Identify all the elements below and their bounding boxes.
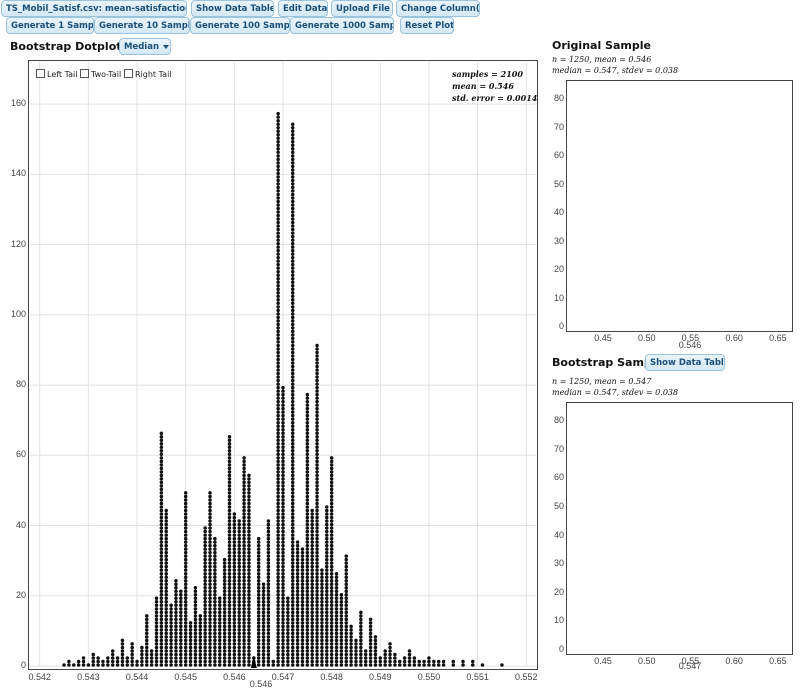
bootstrap-y-tick-label: 160 [10, 98, 26, 109]
bootstrap-y-tick-label: 20 [15, 589, 26, 600]
bootstrap-x-tick-label: 0.544 [125, 672, 149, 682]
bootstrap-sample-y-tick-label: 60 [553, 472, 564, 483]
generate-10-samples-button[interactable]: Generate 10 Samples [94, 17, 190, 34]
statistic-select[interactable]: Median [119, 38, 171, 55]
bootstrap-sample-y-tick-label: 0 [558, 644, 564, 654]
right-tail-label: Right Tail [135, 70, 172, 79]
reset-plot-button[interactable]: Reset Plot [400, 17, 454, 34]
bootstrap-y-tick-label: 120 [10, 238, 26, 249]
original-y-tick-label: 40 [553, 207, 564, 218]
two-tail-label: Two-Tail [91, 70, 122, 79]
stat-mean: mean = 0.546 [452, 81, 514, 91]
bootstrap-sample-x-tick-label: 0.45 [594, 656, 612, 666]
bootstrap-marker-label: 0.546 [249, 679, 273, 689]
bootstrap-x-tick-label: 0.547 [271, 672, 295, 682]
bootstrap-sample-marker-label: 0.547 [678, 661, 702, 671]
upload-file-button[interactable]: Upload File [331, 0, 393, 17]
generate-100-samples-button[interactable]: Generate 100 Samples [190, 17, 290, 34]
generate-1000-samples-button[interactable]: Generate 1000 Samples [290, 17, 394, 34]
bootstrap-sample-y-tick-label: 50 [553, 500, 564, 511]
bootstrap-sample-y-tick-label: 40 [553, 529, 564, 540]
right-tail-checkbox[interactable]: Right Tail [124, 69, 172, 79]
dataset-select[interactable]: TS_Mobil_Satisf.csv: mean-satisfaction-a… [1, 0, 187, 17]
checkbox-box [36, 69, 45, 78]
bootstrap-sample-plot-area [566, 402, 793, 655]
chevron-down-icon [163, 44, 170, 49]
bootstrap-dotplot-title: Bootstrap Dotplot of [10, 40, 138, 53]
bootstrap-x-tick-label: 0.549 [369, 672, 392, 682]
bootstrap-y-tick-label: 60 [15, 449, 26, 460]
bootstrap-sample-x-tick-label: 0.60 [725, 656, 743, 666]
bootstrap-x-tick-label: 0.545 [174, 672, 197, 682]
bootstrap-sample-x-tick-label: 0.65 [769, 656, 787, 666]
bootstrap-plot-area [28, 60, 538, 670]
original-x-tick-label: 0.50 [637, 333, 656, 343]
edit-data-button[interactable]: Edit Data [278, 0, 328, 17]
bootstrap-x-tick-label: 0.546 [223, 672, 246, 682]
change-columns-button[interactable]: Change Column(s) [396, 0, 480, 17]
checkbox-box [124, 69, 133, 78]
original-y-tick-label: 10 [553, 292, 564, 303]
bootstrap-y-tick-label: 80 [15, 379, 26, 390]
bootstrap-x-tick-label: 0.543 [77, 672, 100, 682]
original-y-tick-label: 80 [553, 93, 564, 104]
bootstrap-sample-y-tick-label: 20 [553, 586, 564, 597]
original-y-tick-label: 60 [553, 150, 564, 161]
original-x-tick-label: 0.45 [594, 333, 612, 343]
original-x-tick-label: 0.55 [681, 333, 700, 343]
stat-samples: samples = 2100 [452, 69, 523, 79]
original-sample-title: Original Sample [552, 39, 651, 52]
bootstrap-y-tick-label: 100 [10, 308, 26, 319]
two-tail-checkbox[interactable]: Two-Tail [80, 69, 121, 79]
bootstrap-y-tick-label: 140 [10, 168, 26, 179]
statistic-label: Median [124, 42, 160, 52]
bootstrap-show-data-table-button[interactable]: Show Data Table [645, 354, 725, 371]
original-marker-label: 0.546 [678, 340, 702, 350]
stat-std-error: std. error = 0.0014 [452, 93, 538, 103]
original-y-tick-label: 20 [553, 264, 564, 275]
original-y-tick-label: 0 [558, 321, 564, 331]
original-x-tick-label: 0.60 [725, 333, 743, 343]
bootstrap-x-tick-label: 0.548 [320, 672, 343, 682]
original-y-tick-label: 50 [553, 178, 564, 189]
generate-1-sample-button[interactable]: Generate 1 Sample [6, 17, 94, 34]
bootstrap-x-tick-label: 0.552 [515, 672, 538, 682]
bootstrap-y-tick-label: 0 [20, 660, 26, 670]
bootstrap-sample-x-tick-label: 0.55 [681, 656, 700, 666]
bootstrap-sample-x-tick-label: 0.50 [637, 656, 656, 666]
bootstrap-sample-stats-line2: median = 0.547, stdev = 0.038 [552, 388, 679, 397]
bootstrap-sample-y-tick-label: 10 [553, 615, 564, 626]
bootstrap-sample-y-tick-label: 30 [553, 558, 564, 569]
original-stats-line2: median = 0.547, stdev = 0.038 [552, 66, 679, 75]
original-stats-line1: n = 1250, mean = 0.546 [552, 55, 652, 64]
bootstrap-sample-y-tick-label: 70 [553, 443, 564, 454]
bootstrap-sample-stats-line1: n = 1250, mean = 0.547 [552, 377, 652, 386]
show-data-table-button[interactable]: Show Data Table [191, 0, 274, 17]
original-y-tick-label: 30 [553, 235, 564, 246]
bootstrap-sample-y-tick-label: 80 [553, 415, 564, 426]
left-tail-checkbox[interactable]: Left Tail [36, 69, 78, 79]
bootstrap-sample-title: Bootstrap Sample [552, 356, 664, 369]
original-y-tick-label: 70 [553, 121, 564, 132]
bootstrap-x-tick-label: 0.550 [417, 672, 441, 682]
checkbox-box [80, 69, 89, 78]
original-plot-area [566, 80, 793, 332]
bootstrap-y-tick-label: 40 [15, 519, 26, 530]
dataset-label: TS_Mobil_Satisf.csv: mean-satisfaction-a… [6, 4, 187, 14]
original-x-tick-label: 0.65 [769, 333, 787, 343]
bootstrap-x-tick-label: 0.551 [466, 672, 489, 682]
left-tail-label: Left Tail [47, 70, 78, 79]
bootstrap-x-tick-label: 0.542 [28, 672, 51, 682]
